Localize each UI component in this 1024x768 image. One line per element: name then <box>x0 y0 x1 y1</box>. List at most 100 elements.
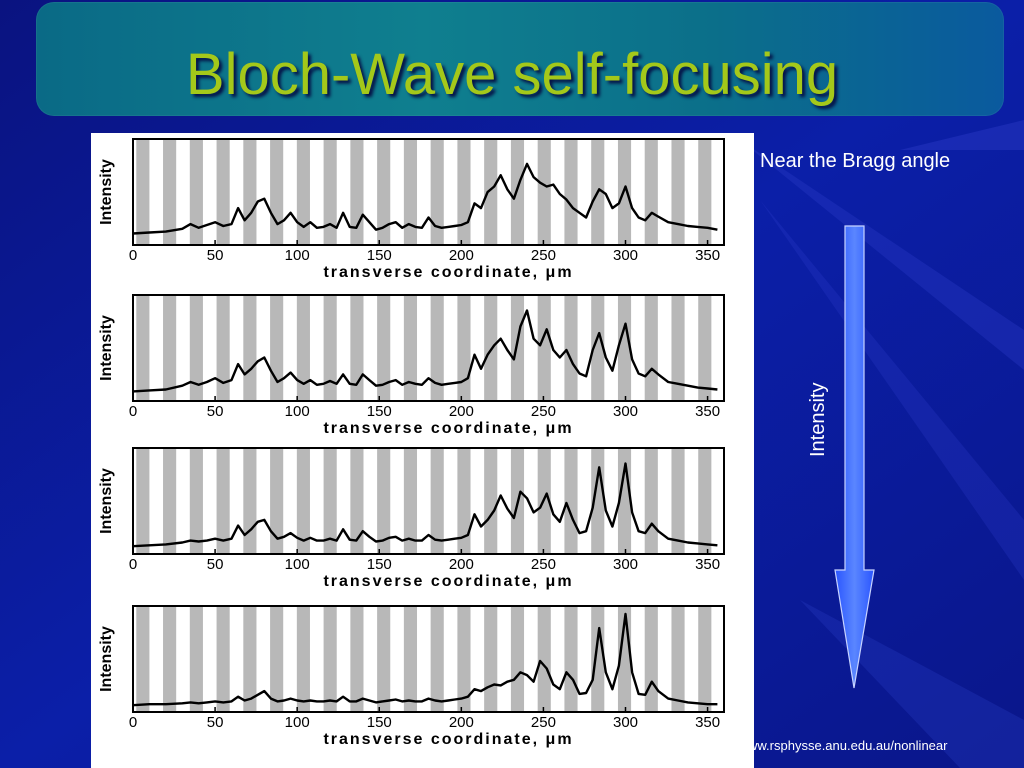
slide-title: Bloch-Wave self-focusing <box>185 42 839 107</box>
grid-stripe <box>296 448 310 554</box>
x-tick-label: 150 <box>367 714 392 731</box>
grid-stripe <box>296 606 310 712</box>
x-tick-label: 0 <box>129 403 137 420</box>
x-tick-label: 150 <box>367 556 392 573</box>
title-bar <box>36 2 1004 116</box>
grid-stripe <box>403 295 418 401</box>
grid-stripe <box>243 606 257 712</box>
x-tick-label: 350 <box>695 247 720 264</box>
grid-stripe <box>296 139 310 245</box>
grid-stripe <box>377 448 391 554</box>
grid-stripe <box>564 295 578 401</box>
grid-stripe <box>216 139 230 245</box>
intensity-figure: 0 50 100 150 200 250 300 350 transverse coordina… <box>91 133 754 768</box>
x-tick-label: 350 <box>695 556 720 573</box>
x-axis-label: transverse coordinate, μm <box>323 420 573 437</box>
grid-stripe <box>136 606 150 712</box>
grid-stripe <box>537 295 551 401</box>
grid-stripe <box>510 295 525 401</box>
grid-stripe <box>403 139 418 245</box>
y-axis-label: Intensity <box>98 159 115 225</box>
grid-stripe <box>323 606 337 712</box>
x-tick-label: 150 <box>367 403 392 420</box>
intensity-line-3 <box>132 462 718 548</box>
grid-stripe <box>537 606 551 712</box>
grid-stripe <box>270 606 284 712</box>
grid-stripe <box>671 606 685 712</box>
grid-stripe <box>430 606 444 712</box>
grid-stripe <box>484 448 498 554</box>
grid-stripe <box>644 139 658 245</box>
grid-stripe <box>136 139 150 245</box>
x-tick-label: 50 <box>207 247 224 264</box>
grid-stripe <box>430 295 444 401</box>
x-tick-label: 300 <box>613 556 638 573</box>
x-tick-label: 300 <box>613 714 638 731</box>
plot-frame-4 <box>132 605 725 713</box>
x-tick-label: 250 <box>531 556 556 573</box>
x-tick-label: 100 <box>285 714 310 731</box>
grid-stripe <box>430 139 444 245</box>
grid-stripe <box>484 606 498 712</box>
grid-stripe <box>270 139 284 245</box>
x-tick-label: 200 <box>449 556 474 573</box>
grid-stripe <box>591 606 605 712</box>
grid-stripe <box>243 295 257 401</box>
x-tick-label: 350 <box>695 403 720 420</box>
intensity-line-1 <box>132 162 718 235</box>
grid-stripe <box>457 295 471 401</box>
x-tick-label: 200 <box>449 403 474 420</box>
grid-stripe <box>163 448 177 554</box>
grid-stripe <box>617 295 632 401</box>
grid-stripe <box>403 448 418 554</box>
x-tick-label: 50 <box>207 714 224 731</box>
grid-stripe <box>296 295 310 401</box>
x-tick-label: 250 <box>531 714 556 731</box>
grid-stripe <box>377 139 391 245</box>
grid-stripe <box>698 448 712 554</box>
grid-stripe <box>350 606 364 712</box>
x-axis-label: transverse coordinate, μm <box>323 264 573 281</box>
plot-frame-3 <box>132 447 725 555</box>
grid-stripe <box>189 139 203 245</box>
plot-frame-1 <box>132 138 725 246</box>
x-tick-label: 300 <box>613 247 638 264</box>
grid-stripe <box>457 139 471 245</box>
grid-stripe <box>671 448 685 554</box>
x-tick-label: 200 <box>449 714 474 731</box>
intensity-plots-svg: 0 50 100 150 200 250 300 350 transverse coordina… <box>98 138 725 748</box>
x-tick-label: 50 <box>207 556 224 573</box>
grid-stripe <box>350 295 364 401</box>
grid-stripe <box>403 606 418 712</box>
grid-stripe <box>323 139 337 245</box>
grid-stripe <box>350 448 364 554</box>
x-tick-label: 300 <box>613 403 638 420</box>
plot-frame-2 <box>132 294 725 402</box>
bragg-angle-caption: Near the Bragg angle <box>760 150 951 172</box>
grid-stripe <box>457 606 471 712</box>
grid-stripe <box>457 448 471 554</box>
y-axis-label: Intensity <box>98 468 115 534</box>
grid-stripe <box>377 606 391 712</box>
x-axis-label: transverse coordinate, μm <box>323 573 573 590</box>
grid-stripe <box>698 139 712 245</box>
x-tick-label: 250 <box>531 403 556 420</box>
x-axis-label: transverse coordinate, μm <box>323 731 573 748</box>
grid-stripe <box>698 606 712 712</box>
x-tick-label: 100 <box>285 556 310 573</box>
x-tick-label: 0 <box>129 247 137 264</box>
grid-stripe <box>644 606 658 712</box>
grid-stripe <box>564 139 578 245</box>
intensity-arrow <box>830 222 880 692</box>
x-tick-label: 150 <box>367 247 392 264</box>
grid-stripe <box>430 448 444 554</box>
intensity-line-2 <box>132 309 718 393</box>
grid-stripe <box>564 448 578 554</box>
grid-stripe <box>189 448 203 554</box>
grid-stripe <box>136 448 150 554</box>
grid-stripe <box>163 139 177 245</box>
x-tick-label: 350 <box>695 714 720 731</box>
intensity-line-4 <box>132 612 718 707</box>
grid-stripe <box>163 295 177 401</box>
x-tick-label: 0 <box>129 556 137 573</box>
